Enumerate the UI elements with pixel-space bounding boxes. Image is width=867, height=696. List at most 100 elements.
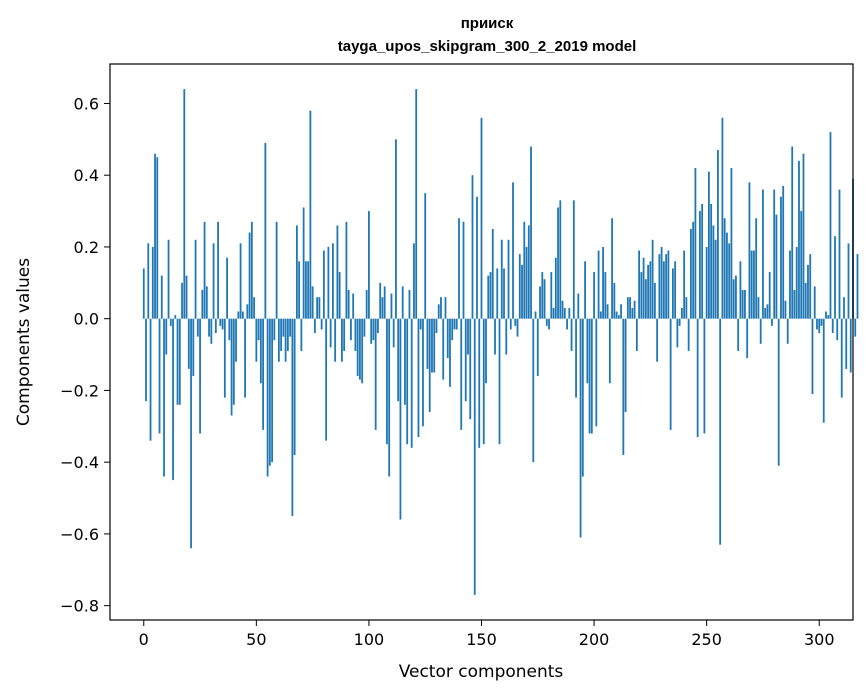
bar-189 <box>568 307 571 319</box>
bar-220 <box>638 250 641 319</box>
bar-296 <box>809 254 812 319</box>
bar-44 <box>241 311 244 319</box>
bar-191 <box>572 200 575 319</box>
bar-269 <box>748 182 751 319</box>
bar-219 <box>635 318 638 351</box>
bar-117 <box>406 318 409 445</box>
bar-80 <box>322 250 325 319</box>
bar-100 <box>368 211 370 319</box>
bar-270 <box>750 250 753 319</box>
bar-222 <box>642 257 645 319</box>
bar-293 <box>802 153 805 319</box>
x-tick-label: 100 <box>354 630 385 649</box>
bar-244 <box>692 221 695 319</box>
bar-109 <box>388 318 391 477</box>
bar-104 <box>377 318 379 334</box>
bar-3 <box>149 318 152 441</box>
x-tick-label: 250 <box>691 630 722 649</box>
bar-170 <box>525 246 528 319</box>
bar-148 <box>476 196 478 319</box>
bar-211 <box>617 315 620 319</box>
bar-180 <box>548 318 550 330</box>
bar-178 <box>543 279 546 319</box>
y-tick-label: −0.8 <box>60 597 99 616</box>
bar-218 <box>633 300 636 319</box>
bar-172 <box>530 146 532 319</box>
bar-223 <box>644 279 647 319</box>
bar-204 <box>602 246 604 319</box>
bar-51 <box>257 318 260 341</box>
bar-194 <box>579 318 582 538</box>
bar-64 <box>286 318 289 351</box>
bar-156 <box>494 318 496 355</box>
bar-314 <box>849 318 852 373</box>
bar-249 <box>703 318 706 434</box>
bar-4 <box>151 246 154 319</box>
bar-52 <box>259 318 262 384</box>
bar-63 <box>284 318 287 362</box>
bar-124 <box>422 318 424 427</box>
bar-125 <box>424 193 427 319</box>
bar-265 <box>739 261 742 319</box>
bar-198 <box>588 318 591 434</box>
bar-39 <box>230 318 233 416</box>
bar-208 <box>611 218 613 319</box>
bar-38 <box>228 318 231 341</box>
bar-190 <box>570 318 573 351</box>
bar-215 <box>626 297 629 319</box>
bar-72 <box>304 261 307 319</box>
bar-139 <box>455 318 458 330</box>
bar-210 <box>615 311 618 319</box>
bar-20 <box>187 318 190 369</box>
bar-177 <box>541 272 544 319</box>
bar-67 <box>293 318 296 455</box>
bar-79 <box>320 318 323 330</box>
bar-312 <box>845 318 848 369</box>
bar-37 <box>226 257 228 319</box>
bar-26 <box>201 289 204 319</box>
bar-120 <box>413 243 415 319</box>
bar-274 <box>759 318 762 344</box>
bar-216 <box>629 297 631 319</box>
bar-232 <box>665 254 668 319</box>
bar-316 <box>854 318 857 337</box>
bar-29 <box>208 318 210 337</box>
bar-256 <box>719 318 722 545</box>
bar-22 <box>192 318 195 377</box>
bar-11 <box>167 239 170 319</box>
y-tick-label: 0.0 <box>74 310 99 329</box>
bar-185 <box>559 200 562 319</box>
bar-115 <box>401 286 404 319</box>
bar-121 <box>415 89 418 319</box>
bar-24 <box>196 318 199 337</box>
bar-54 <box>264 142 267 319</box>
bar-74 <box>309 110 312 319</box>
bar-40 <box>232 318 235 405</box>
bar-163 <box>509 318 512 330</box>
bar-45 <box>244 318 246 398</box>
bar-5 <box>154 153 156 319</box>
bar-247 <box>699 211 701 319</box>
bar-133 <box>442 318 445 380</box>
bar-134 <box>444 297 447 319</box>
bar-36 <box>223 318 226 398</box>
bar-70 <box>300 318 303 351</box>
chart-title-line1: прииск <box>461 15 514 32</box>
bar-308 <box>836 318 839 341</box>
bar-130 <box>435 318 438 334</box>
bar-87 <box>338 272 341 319</box>
bar-30 <box>210 318 213 344</box>
bar-235 <box>671 268 674 319</box>
bar-231 <box>662 261 665 319</box>
bar-140 <box>458 218 460 319</box>
bar-107 <box>383 286 386 319</box>
bar-108 <box>386 318 388 445</box>
bar-89 <box>343 318 346 351</box>
bar-55 <box>266 318 269 477</box>
bar-228 <box>656 318 659 362</box>
x-axis: 0 50 100 150 200 250 300 <box>139 620 835 649</box>
bar-105 <box>379 282 382 319</box>
bar-21 <box>190 318 192 549</box>
bar-33 <box>217 221 219 319</box>
